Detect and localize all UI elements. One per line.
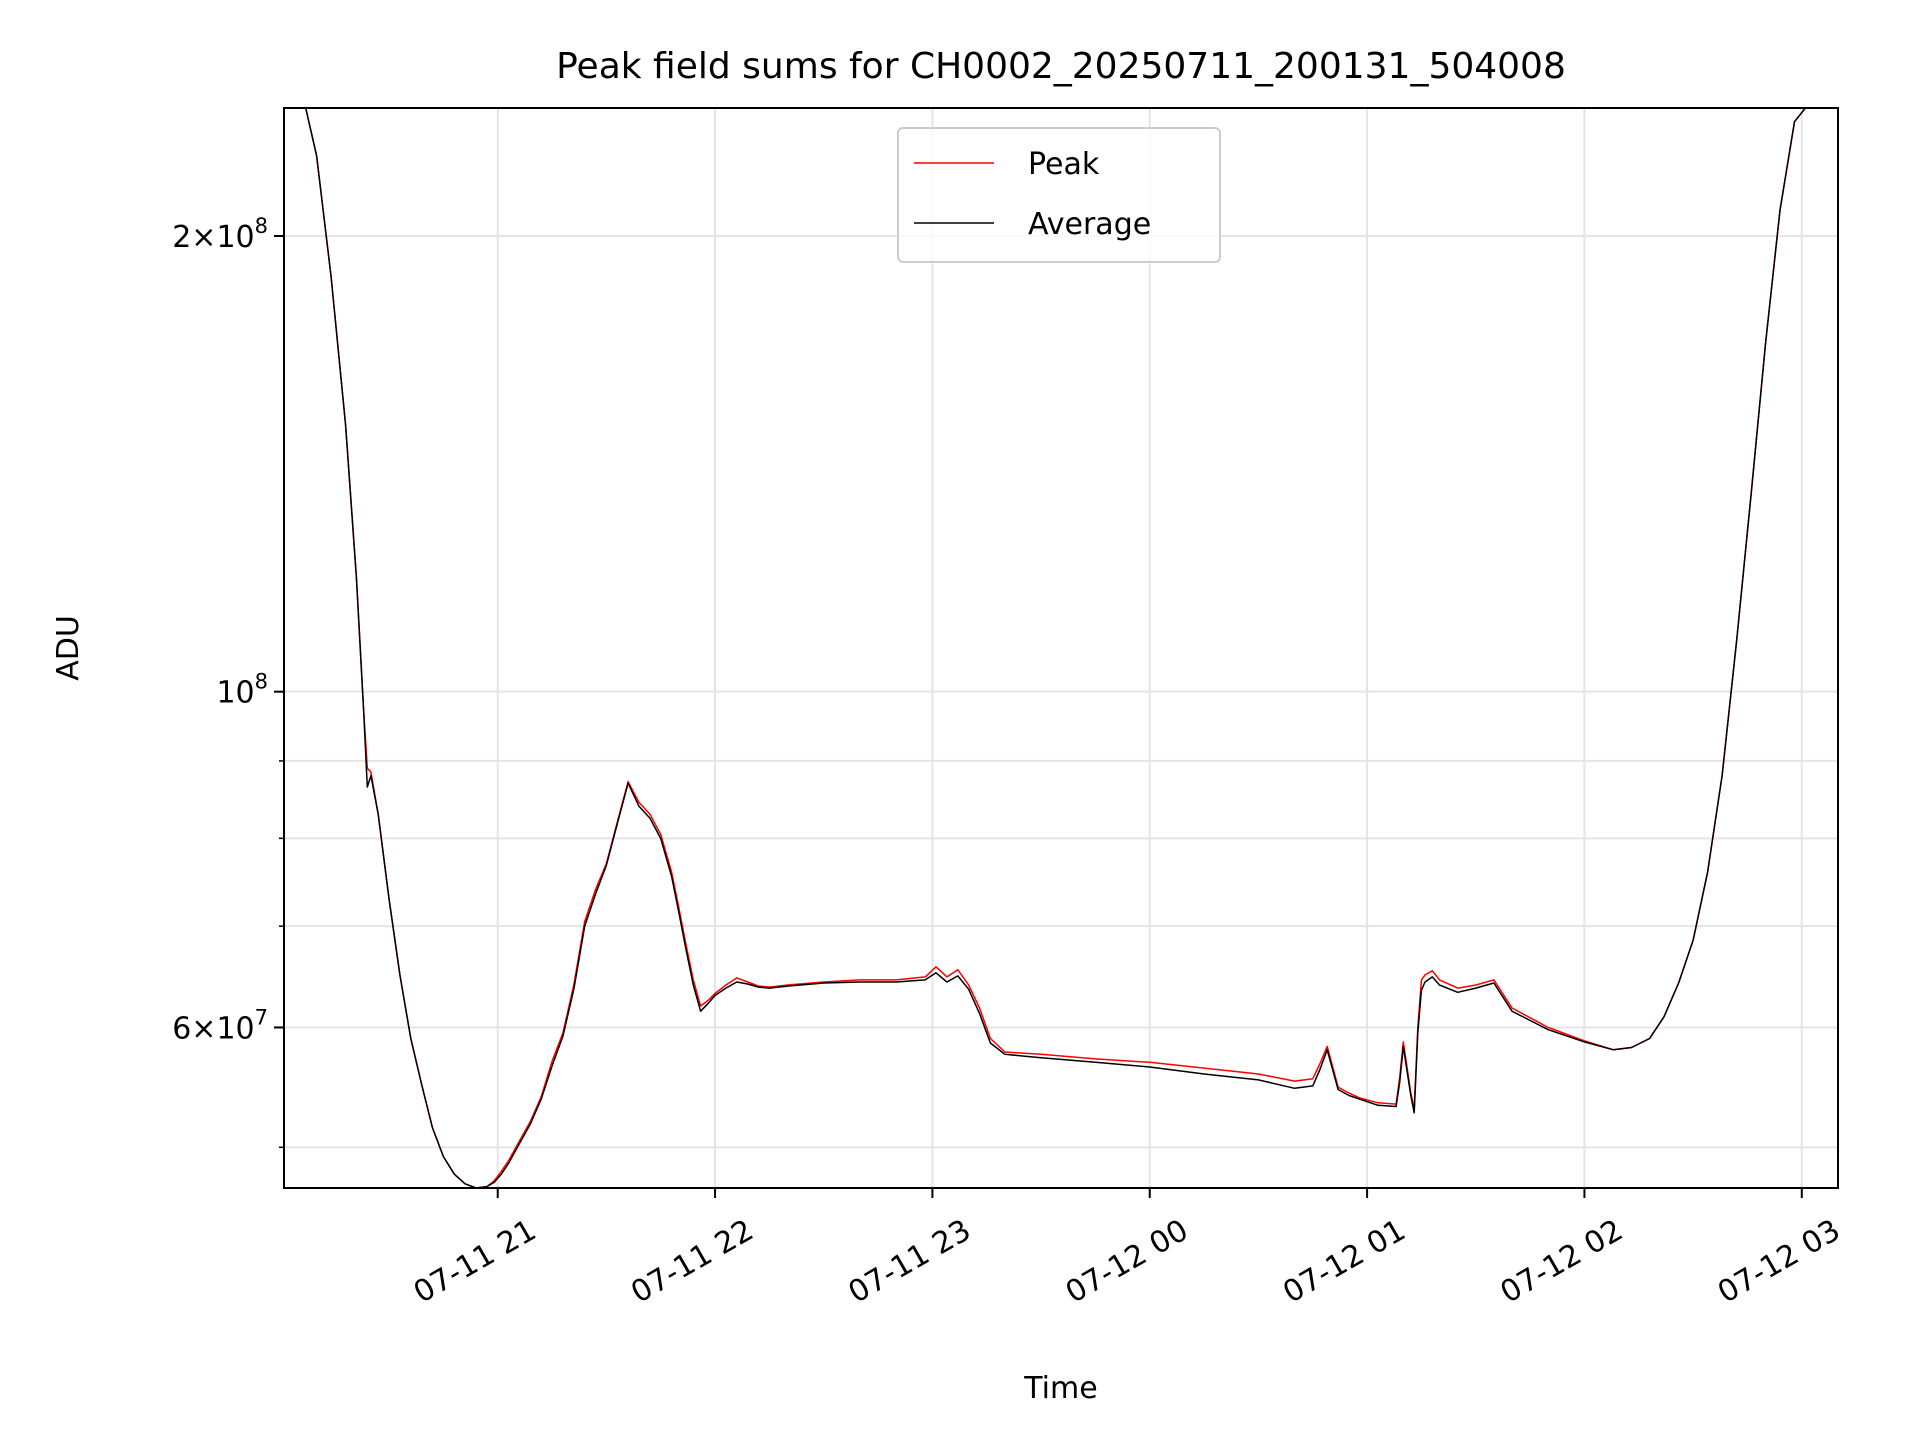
series-line-peak xyxy=(304,108,1806,1188)
y-tick-label: 2×108 xyxy=(172,214,268,255)
y-tick-label: 108 xyxy=(216,670,268,711)
legend-average-label: Average xyxy=(1028,207,1151,242)
chart-title: Peak field sums for CH0002_20250711_2001… xyxy=(556,46,1566,87)
legend-box xyxy=(897,127,1221,263)
legend-peak-label: Peak xyxy=(1028,147,1100,182)
legend: Peak Average xyxy=(897,127,1221,263)
y-tick-label: 6×107 xyxy=(172,1005,268,1046)
series-line-average xyxy=(304,108,1806,1188)
data-series xyxy=(304,108,1806,1188)
x-axis-label: Time xyxy=(1023,1371,1097,1406)
axes-frame xyxy=(283,107,1839,1189)
grid-lines xyxy=(284,108,1838,1188)
y-axis-label: ADU xyxy=(51,615,86,681)
